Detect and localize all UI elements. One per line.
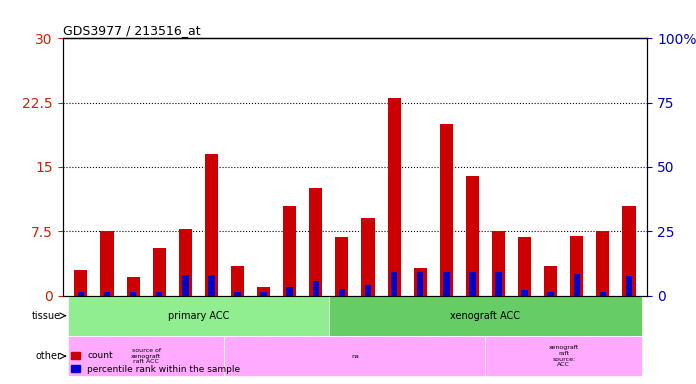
Text: other: other — [35, 351, 61, 361]
Bar — [622, 205, 635, 296]
Bar — [179, 228, 192, 296]
Bar — [361, 218, 374, 296]
Bar — [339, 289, 345, 296]
Bar — [235, 292, 241, 296]
Bar — [443, 272, 450, 296]
Bar — [313, 281, 319, 296]
Bar — [127, 276, 140, 296]
Bar — [74, 270, 88, 296]
Text: xenograft
raft
source:
ACC: xenograft raft source: ACC — [548, 345, 579, 367]
FancyBboxPatch shape — [329, 296, 642, 336]
Text: xenograft ACC: xenograft ACC — [450, 311, 521, 321]
Text: tissue: tissue — [32, 311, 61, 321]
Bar — [518, 237, 531, 296]
Bar — [388, 98, 401, 296]
Text: primary ACC: primary ACC — [168, 311, 229, 321]
FancyBboxPatch shape — [68, 296, 329, 336]
Bar — [492, 231, 505, 296]
Bar — [182, 275, 189, 296]
Bar — [600, 292, 606, 296]
Bar — [100, 231, 113, 296]
Bar — [205, 154, 218, 296]
Bar — [391, 272, 397, 296]
Bar — [309, 189, 322, 296]
Bar — [152, 248, 166, 296]
Bar — [260, 293, 267, 296]
Bar — [596, 231, 610, 296]
Text: na: na — [351, 354, 359, 359]
FancyBboxPatch shape — [486, 336, 642, 376]
Bar — [548, 292, 554, 296]
Bar — [570, 235, 583, 296]
Bar — [544, 265, 557, 296]
Bar — [104, 292, 110, 296]
Bar — [231, 265, 244, 296]
Bar — [413, 268, 427, 296]
Bar — [440, 124, 453, 296]
Bar — [130, 293, 136, 296]
Bar — [208, 275, 214, 296]
FancyBboxPatch shape — [68, 336, 225, 376]
Bar — [257, 287, 270, 296]
FancyBboxPatch shape — [225, 336, 486, 376]
Legend: count, percentile rank within the sample: count, percentile rank within the sample — [67, 348, 244, 377]
Bar — [335, 237, 349, 296]
Bar — [287, 286, 293, 296]
Bar — [365, 285, 371, 296]
Text: source of
xenograft
raft ACC: source of xenograft raft ACC — [131, 348, 161, 364]
Bar — [156, 292, 162, 296]
Bar — [521, 290, 528, 296]
Bar — [283, 205, 296, 296]
Bar — [466, 175, 479, 296]
Bar — [469, 272, 475, 296]
Bar — [574, 274, 580, 296]
Bar — [496, 272, 502, 296]
Bar — [417, 272, 423, 296]
Bar — [626, 276, 632, 296]
Text: GDS3977 / 213516_at: GDS3977 / 213516_at — [63, 24, 200, 37]
Bar — [78, 292, 84, 296]
